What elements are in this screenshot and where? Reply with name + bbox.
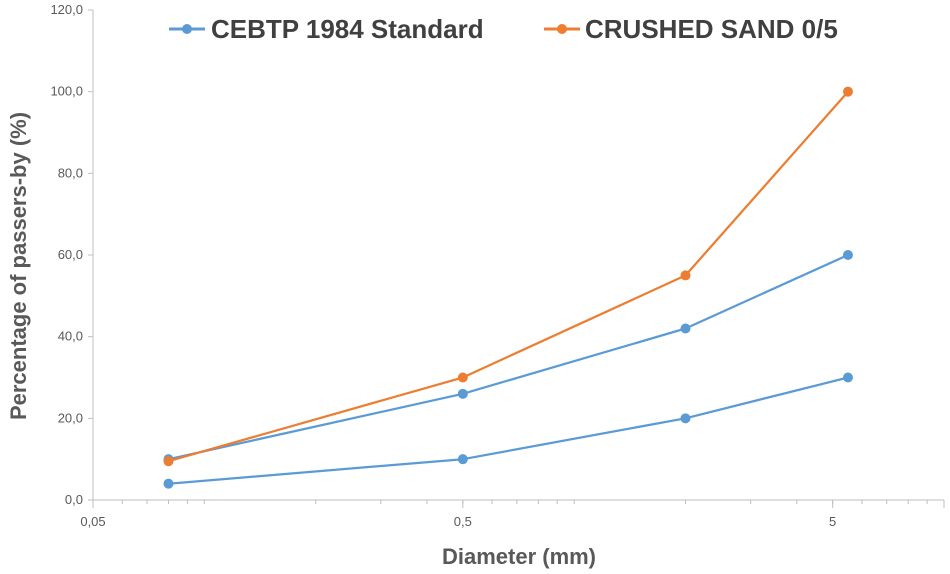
- x-axis-title: Diameter (mm): [442, 544, 596, 569]
- x-tick-label: 0,5: [454, 514, 472, 529]
- legend: CEBTP 1984 Standard CRUSHED SAND 0/5: [169, 14, 838, 44]
- y-tick-label: 100,0: [50, 84, 83, 99]
- series-line: [168, 376, 849, 485]
- x-tick-label: 5: [829, 514, 836, 529]
- y-tick-label: 0,0: [65, 492, 83, 507]
- axes: 0,0 20,0 40,0 60,0 80,0 100,0 120,0 0,05 0,5 5: [50, 2, 945, 529]
- series: [163, 86, 853, 489]
- y-tick-label: 40,0: [58, 329, 83, 344]
- y-tick-label: 20,0: [58, 410, 83, 425]
- y-tick-label: 80,0: [58, 165, 83, 180]
- legend-marker: [557, 24, 567, 34]
- data-point: [680, 270, 691, 281]
- series-line: [168, 253, 849, 461]
- data-point: [163, 456, 174, 467]
- data-point: [457, 454, 468, 465]
- legend-label: CRUSHED SAND 0/5: [585, 14, 838, 44]
- data-point: [163, 478, 174, 489]
- data-point: [842, 250, 853, 260]
- series-line: [168, 90, 849, 463]
- data-point: [457, 388, 468, 399]
- x-tick-label: 0,05: [80, 514, 105, 529]
- data-point: [842, 372, 853, 383]
- data-point: [680, 323, 691, 334]
- data-point: [457, 372, 468, 383]
- data-point: [842, 86, 853, 97]
- legend-marker: [182, 24, 192, 34]
- legend-label: CEBTP 1984 Standard: [211, 14, 484, 44]
- y-axis-title: Percentage of passers-by (%): [6, 112, 31, 420]
- data-point: [680, 413, 691, 424]
- y-tick-label: 60,0: [58, 247, 83, 262]
- y-tick-label: 120,0: [50, 2, 83, 17]
